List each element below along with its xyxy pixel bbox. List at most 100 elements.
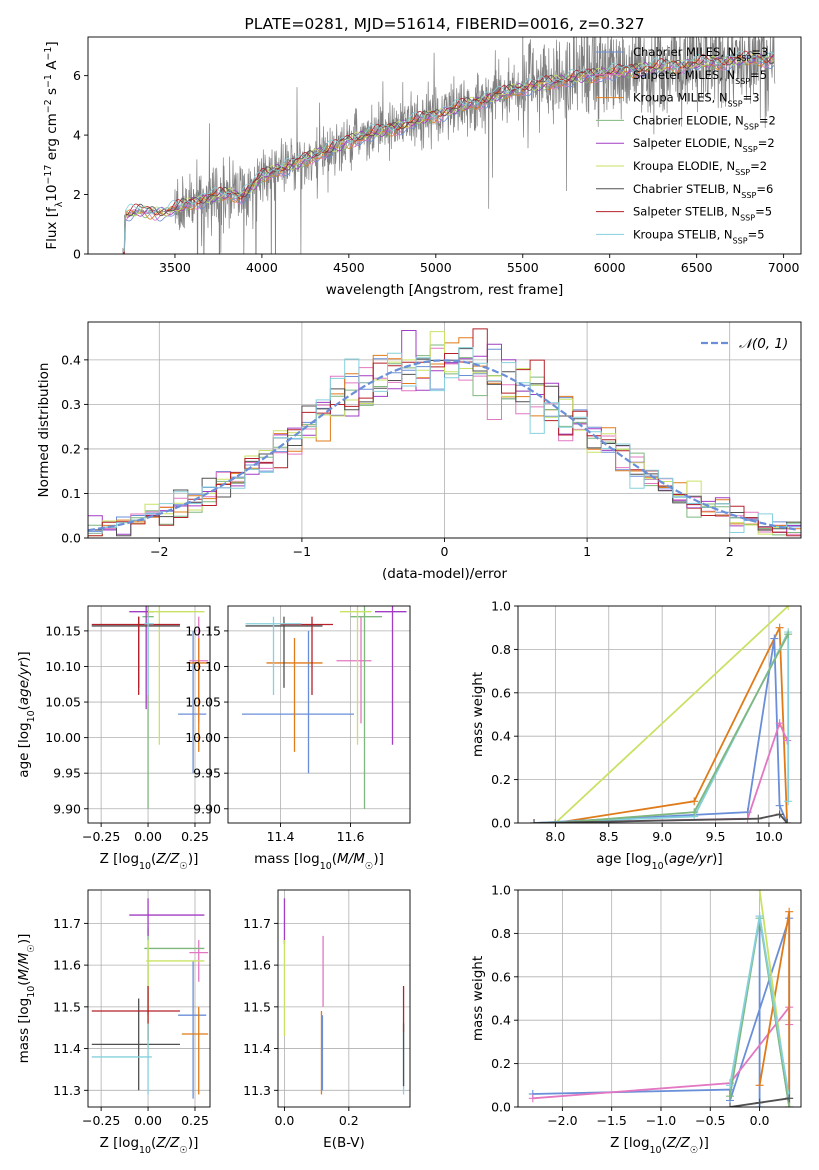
data-point	[280, 616, 333, 695]
y-tick-label: 0.0	[491, 816, 511, 831]
x-tick-label: 5500	[507, 260, 539, 275]
data-point	[178, 630, 207, 774]
axes-frame	[87, 889, 211, 1108]
y-tick-label: 10.15	[45, 623, 81, 638]
x-axis-label: mass [log10(M/M☉)]	[254, 851, 384, 872]
y-tick-label: 9.95	[53, 766, 81, 781]
data-point	[266, 638, 323, 752]
legend-label: Chabrier MILES, NSSP=3	[633, 45, 768, 63]
x-tick-label: 2	[726, 544, 734, 559]
axes-frame	[87, 605, 211, 824]
x-tick-label: 6000	[594, 260, 626, 275]
x-tick-label: 0.00	[134, 1113, 162, 1128]
plot-area	[91, 606, 209, 809]
x-tick-label: −1.5	[596, 1113, 626, 1128]
x-tick-label: 0	[441, 544, 449, 559]
data-point	[340, 606, 372, 745]
data-point	[336, 616, 372, 724]
data-point	[242, 630, 354, 774]
x-tick-label: −2.0	[547, 1113, 577, 1128]
y-tick-label: 0.6	[491, 685, 511, 700]
y-tick-label: 0.4	[61, 352, 81, 367]
data-point	[245, 616, 323, 688]
axes-frame	[227, 605, 411, 824]
y-tick-label: 0.2	[491, 772, 511, 787]
x-tick-label: 8.5	[599, 829, 619, 844]
data-point	[148, 606, 205, 745]
y-tick-label: 10.05	[185, 695, 221, 710]
y-tick-label: 9.90	[193, 801, 221, 816]
x-tick-label: 0.25	[181, 1113, 209, 1128]
plot-area	[88, 328, 801, 538]
x-axis-label: Z [log10(Z/Z☉)]	[100, 851, 199, 872]
y-tick-label: 2	[73, 187, 81, 202]
data-point	[181, 1006, 209, 1095]
axes-frame	[277, 889, 411, 1108]
x-tick-label: 11.6	[337, 829, 365, 844]
data-point	[91, 616, 180, 695]
x-tick-label: 0.0	[750, 1113, 770, 1128]
legend-label: 𝒩(0, 1)	[739, 336, 788, 352]
y-tick-label: 0.6	[491, 969, 511, 984]
legend-label: Chabrier ELODIE, NSSP=2	[633, 113, 776, 130]
x-tick-label: 6500	[681, 260, 713, 275]
x-tick-label: 0.0	[274, 1113, 294, 1128]
y-tick-label: 11.6	[243, 958, 271, 973]
y-tick-label: 10.10	[185, 659, 221, 674]
x-tick-label: 0.25	[181, 829, 209, 844]
y-tick-label: 0.3	[61, 397, 81, 412]
x-tick-label: 0.00	[134, 829, 162, 844]
plot-area	[283, 898, 405, 1095]
y-axis-label: mass weight	[470, 672, 486, 757]
weight-series	[555, 633, 789, 823]
y-axis-label: mass [log10(M/M☉)]	[16, 934, 37, 1064]
x-tick-label: 3500	[159, 260, 191, 275]
y-tick-label: 11.5	[243, 999, 271, 1014]
data-point	[129, 898, 205, 936]
y-tick-label: 0	[73, 247, 81, 262]
plot-area	[122, 37, 776, 254]
y-tick-label: 11.4	[53, 1041, 81, 1056]
y-tick-label: 9.90	[53, 801, 81, 816]
data-point	[350, 606, 382, 809]
legend-label: Kroupa ELODIE, NSSP=2	[633, 159, 767, 177]
x-tick-label: 8.0	[545, 829, 565, 844]
chart-title: PLATE=0281, MJD=51614, FIBERID=0016, z=0…	[244, 15, 644, 33]
y-tick-label: 11.3	[243, 1083, 271, 1098]
model-spectrum	[122, 50, 775, 253]
panel-age_vs_massweight: 8.0 8.5 9.0 9.5 10.0 0.0 0.2 0.4 0.6 0.8 1.0	[491, 599, 802, 844]
y-tick-label: 0.2	[491, 1056, 511, 1071]
plot-area	[530, 606, 793, 823]
x-tick-label: 7000	[768, 260, 800, 275]
y-tick-label: 11.3	[53, 1083, 81, 1098]
y-tick-label: 0.0	[61, 531, 81, 546]
x-tick-label: 9.5	[706, 829, 726, 844]
x-tick-label: −1.0	[646, 1113, 676, 1128]
y-tick-label: 11.7	[53, 916, 81, 931]
x-tick-label: −2	[150, 544, 168, 559]
weight-series	[555, 627, 788, 823]
y-axis-label: age [log10(age/yr)]	[16, 651, 37, 777]
legend: Chabrier MILES, NSSP=3 Salpeter MILES, NS…	[596, 45, 776, 245]
x-tick-label: −1	[293, 544, 311, 559]
x-tick-label: 9.0	[652, 829, 672, 844]
axes-frame	[517, 889, 802, 1108]
x-axis-label: E(B-V)	[323, 1135, 365, 1151]
x-tick-label: 11.4	[267, 829, 295, 844]
legend-label: Salpeter STELIB, NSSP=5	[633, 205, 772, 223]
axes-frame	[87, 321, 802, 539]
y-tick-label: 9.95	[193, 766, 221, 781]
y-tick-label: 0.1	[61, 486, 81, 501]
x-axis-label: wavelength [Angstrom, rest frame]	[326, 282, 564, 298]
plot-area	[242, 606, 407, 809]
data-point	[129, 606, 154, 710]
y-tick-label: 11.6	[53, 958, 81, 973]
x-axis-label: Z [log10(Z/Z☉)]	[610, 1135, 709, 1156]
x-axis-label: Z [log10(Z/Z☉)]	[100, 1135, 199, 1156]
y-tick-label: 11.4	[243, 1041, 271, 1056]
weight-series	[554, 606, 789, 823]
y-axis-label: Normed distribution	[36, 363, 52, 498]
x-axis-label: (data-model)/error	[382, 566, 508, 582]
y-tick-label: 10.00	[45, 730, 81, 745]
